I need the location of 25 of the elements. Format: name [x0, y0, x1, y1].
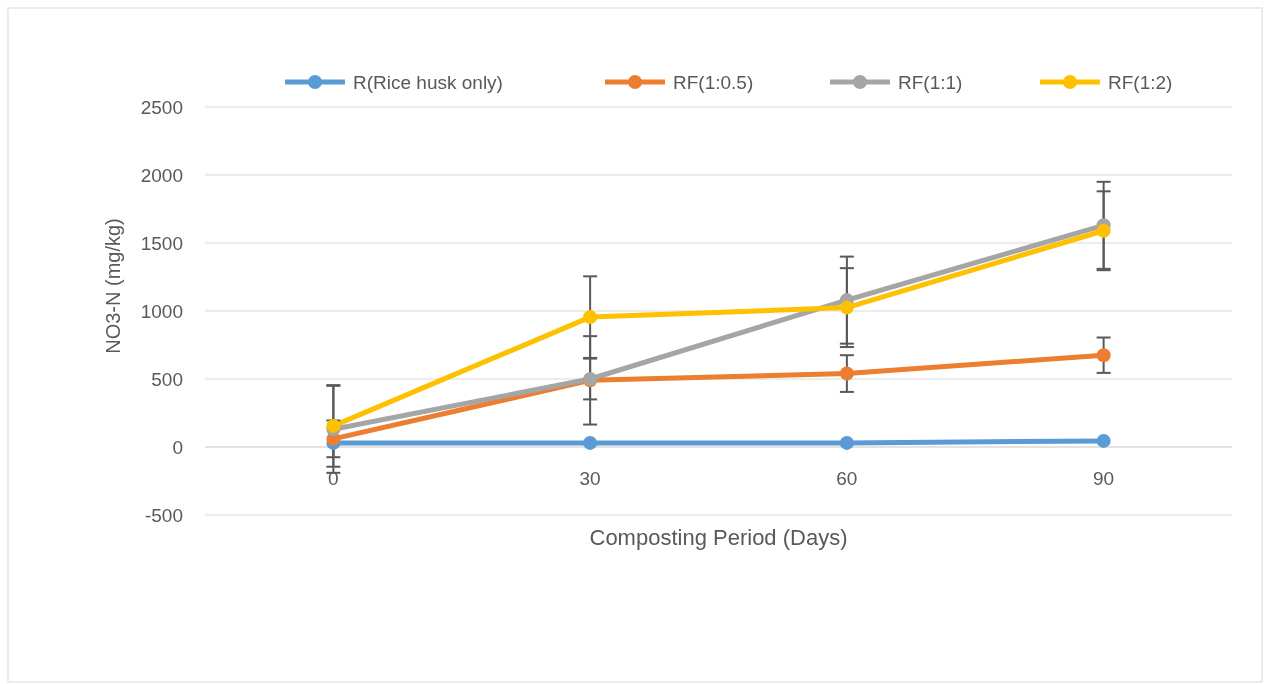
y-axis-title: NO3-N (mg/kg) [102, 218, 124, 354]
legend-label: RF(1:2) [1108, 71, 1173, 93]
point [839, 435, 854, 450]
point [1096, 223, 1111, 238]
point [839, 366, 854, 381]
x-tick-label: 90 [1093, 468, 1115, 489]
x-tick-label: 60 [836, 468, 858, 489]
y-tick-label: 500 [151, 368, 183, 390]
point [583, 435, 598, 450]
point [1096, 348, 1111, 363]
legend-label: RF(1:1) [898, 71, 963, 93]
x-axis-title: Composting Period (Days) [589, 525, 848, 550]
y-tick-label: 2000 [140, 164, 183, 186]
y-tick-label: 1000 [140, 300, 183, 322]
x-tick-label: 30 [579, 468, 601, 489]
y-tick-label: 0 [172, 436, 183, 458]
point [1096, 433, 1111, 448]
point [326, 418, 341, 433]
point [839, 300, 854, 315]
y-tick-label: 2500 [140, 96, 183, 118]
legend-label: RF(1:0.5) [673, 71, 754, 93]
y-tick-label: 1500 [140, 232, 183, 254]
point [583, 310, 598, 325]
legend-label: R(Rice husk only) [353, 71, 503, 93]
y-tick-label: -500 [144, 504, 183, 526]
